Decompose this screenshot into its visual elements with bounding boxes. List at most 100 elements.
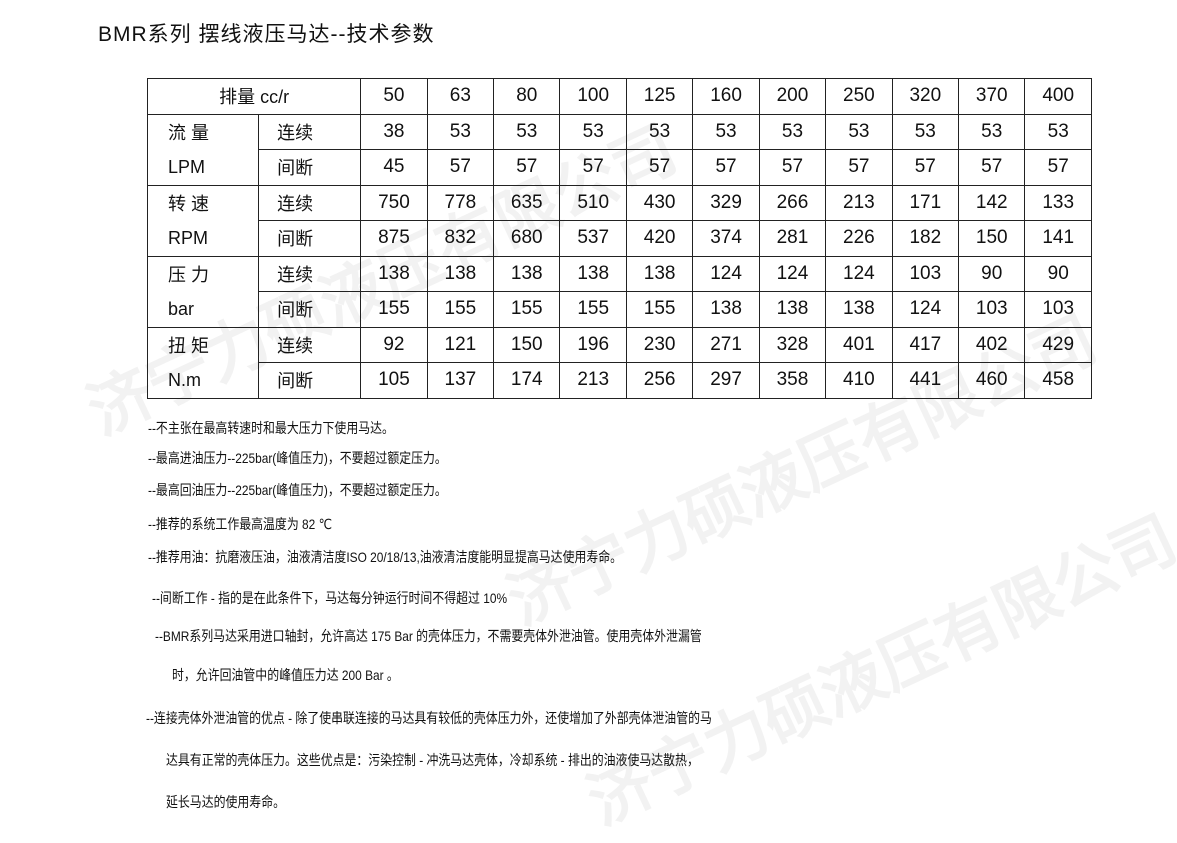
table-cell: 271: [692, 326, 760, 363]
table-cell: 875: [360, 220, 428, 257]
table-cell: 150: [958, 220, 1026, 257]
table-cell: 778: [426, 184, 495, 221]
table-cell: 230: [625, 326, 694, 363]
table-cell: 137: [426, 362, 495, 399]
table-cell: 401: [825, 326, 893, 363]
table-cell: 57: [692, 149, 760, 186]
table-cell: 420: [625, 220, 694, 257]
table-cell: 832: [426, 220, 495, 257]
displacement-value: 100: [559, 78, 627, 115]
table-cell: 45: [360, 149, 428, 186]
table-cell: 266: [758, 184, 827, 221]
table-cell: 358: [758, 362, 827, 399]
table-cell: 53: [692, 113, 760, 150]
table-cell: 417: [891, 326, 960, 363]
note-line: --最高进油压力--225bar(峰值压力)，不要超过额定压力。: [148, 450, 447, 466]
table-cell: 57: [493, 149, 561, 186]
table-cell: 155: [493, 291, 561, 328]
table-cell: 155: [625, 291, 694, 328]
table-cell: 150: [493, 326, 561, 363]
note-line: --推荐用油：抗磨液压油，油液清洁度ISO 20/18/13,油液清洁度能明显提…: [148, 549, 623, 565]
table-cell: 138: [758, 291, 827, 328]
table-cell: 53: [426, 113, 495, 150]
group-name: 压 力: [168, 264, 210, 285]
table-cell: 53: [1024, 113, 1092, 150]
mode-label: 间断: [258, 362, 362, 399]
table-cell: 155: [559, 291, 627, 328]
table-cell: 57: [559, 149, 627, 186]
table-cell: 103: [891, 255, 960, 292]
table-row: 转 速 RPM 连续 750 778 635 510 430 329 266 213 171 142 13…: [146, 184, 1092, 257]
group-label: 扭 矩 N.m: [146, 326, 260, 399]
table-cell: 57: [1024, 149, 1092, 186]
mode-label: 间断: [258, 291, 362, 328]
table-cell: 57: [958, 149, 1026, 186]
table-cell: 510: [559, 184, 627, 221]
table-cell: 138: [360, 255, 428, 292]
table-cell: 138: [559, 255, 627, 292]
table-cell: 138: [426, 255, 495, 292]
table-cell: 53: [825, 113, 893, 150]
note-line: 时，允许回油管中的峰值压力达 200 Bar 。: [172, 667, 399, 683]
displacement-value: 200: [758, 78, 827, 115]
table-cell: 103: [1024, 291, 1092, 328]
table-cell: 458: [1024, 362, 1092, 399]
mode-label: 连续: [258, 255, 362, 292]
table-cell: 410: [825, 362, 893, 399]
table-cell: 92: [360, 326, 428, 363]
table-cell: 374: [692, 220, 760, 257]
mode-label: 间断: [258, 220, 362, 257]
table-cell: 57: [625, 149, 694, 186]
table-cell: 124: [692, 255, 760, 292]
displacement-value: 370: [958, 78, 1026, 115]
group-name: 转 速: [168, 193, 210, 214]
table-row: 间断 155 155 155 155 155 138 138 138 124 103 103: [148, 291, 1092, 328]
table-cell: 53: [493, 113, 561, 150]
table-cell: 57: [825, 149, 893, 186]
table-cell: 635: [493, 184, 561, 221]
displacement-value: 50: [360, 78, 428, 115]
table-row: 间断 105 137 174 213 256 297 358 410 441 460 458: [148, 362, 1092, 399]
table-cell: 53: [958, 113, 1026, 150]
group-unit: N.m: [168, 369, 201, 390]
table-cell: 281: [758, 220, 827, 257]
group-label: 压 力 bar: [146, 255, 260, 328]
mode-label: 连续: [258, 184, 362, 221]
table-cell: 256: [625, 362, 694, 399]
table-cell: 124: [825, 255, 893, 292]
table-cell: 103: [958, 291, 1026, 328]
table-cell: 329: [692, 184, 760, 221]
spec-table: 排量 cc/r 50 63 80 100 125 160 200 250 320 370 400 流 量…: [146, 78, 1092, 399]
table-row: 扭 矩 N.m 连续 92 121 150 196 230 271 328 401 417 402 429: [146, 326, 1092, 399]
group-name: 流 量: [168, 122, 210, 143]
table-cell: 297: [692, 362, 760, 399]
displacement-value: 160: [692, 78, 760, 115]
table-row: 压 力 bar 连续 138 138 138 138 138 124 124 124 103 90 90: [146, 255, 1092, 328]
table-cell: 138: [493, 255, 561, 292]
table-cell: 90: [958, 255, 1026, 292]
table-cell: 53: [891, 113, 960, 150]
table-cell: 142: [958, 184, 1026, 221]
table-cell: 537: [559, 220, 627, 257]
table-cell: 53: [625, 113, 694, 150]
group-label: 流 量 LPM: [146, 113, 260, 186]
table-cell: 90: [1024, 255, 1092, 292]
table-cell: 57: [426, 149, 495, 186]
table-cell: 171: [891, 184, 960, 221]
table-row: 间断 45 57 57 57 57 57 57 57 57 57 57: [148, 149, 1092, 186]
table-row: 流 量 LPM 连续 38 53 53 53 53 53 53 53 53 53 53: [146, 113, 1092, 186]
displacement-value: 320: [891, 78, 960, 115]
group-unit: LPM: [168, 156, 206, 177]
table-cell: 138: [625, 255, 694, 292]
table-cell: 441: [891, 362, 960, 399]
note-line: 延长马达的使用寿命。: [166, 794, 285, 810]
table-cell: 57: [891, 149, 960, 186]
table-cell: 328: [758, 326, 827, 363]
displacement-value: 400: [1024, 78, 1092, 115]
table-cell: 680: [493, 220, 561, 257]
note-line: --推荐的系统工作最高温度为 82 ℃: [148, 516, 332, 532]
table-cell: 138: [825, 291, 893, 328]
group-name: 扭 矩: [168, 335, 210, 356]
table-cell: 57: [758, 149, 827, 186]
table-cell: 38: [360, 113, 428, 150]
